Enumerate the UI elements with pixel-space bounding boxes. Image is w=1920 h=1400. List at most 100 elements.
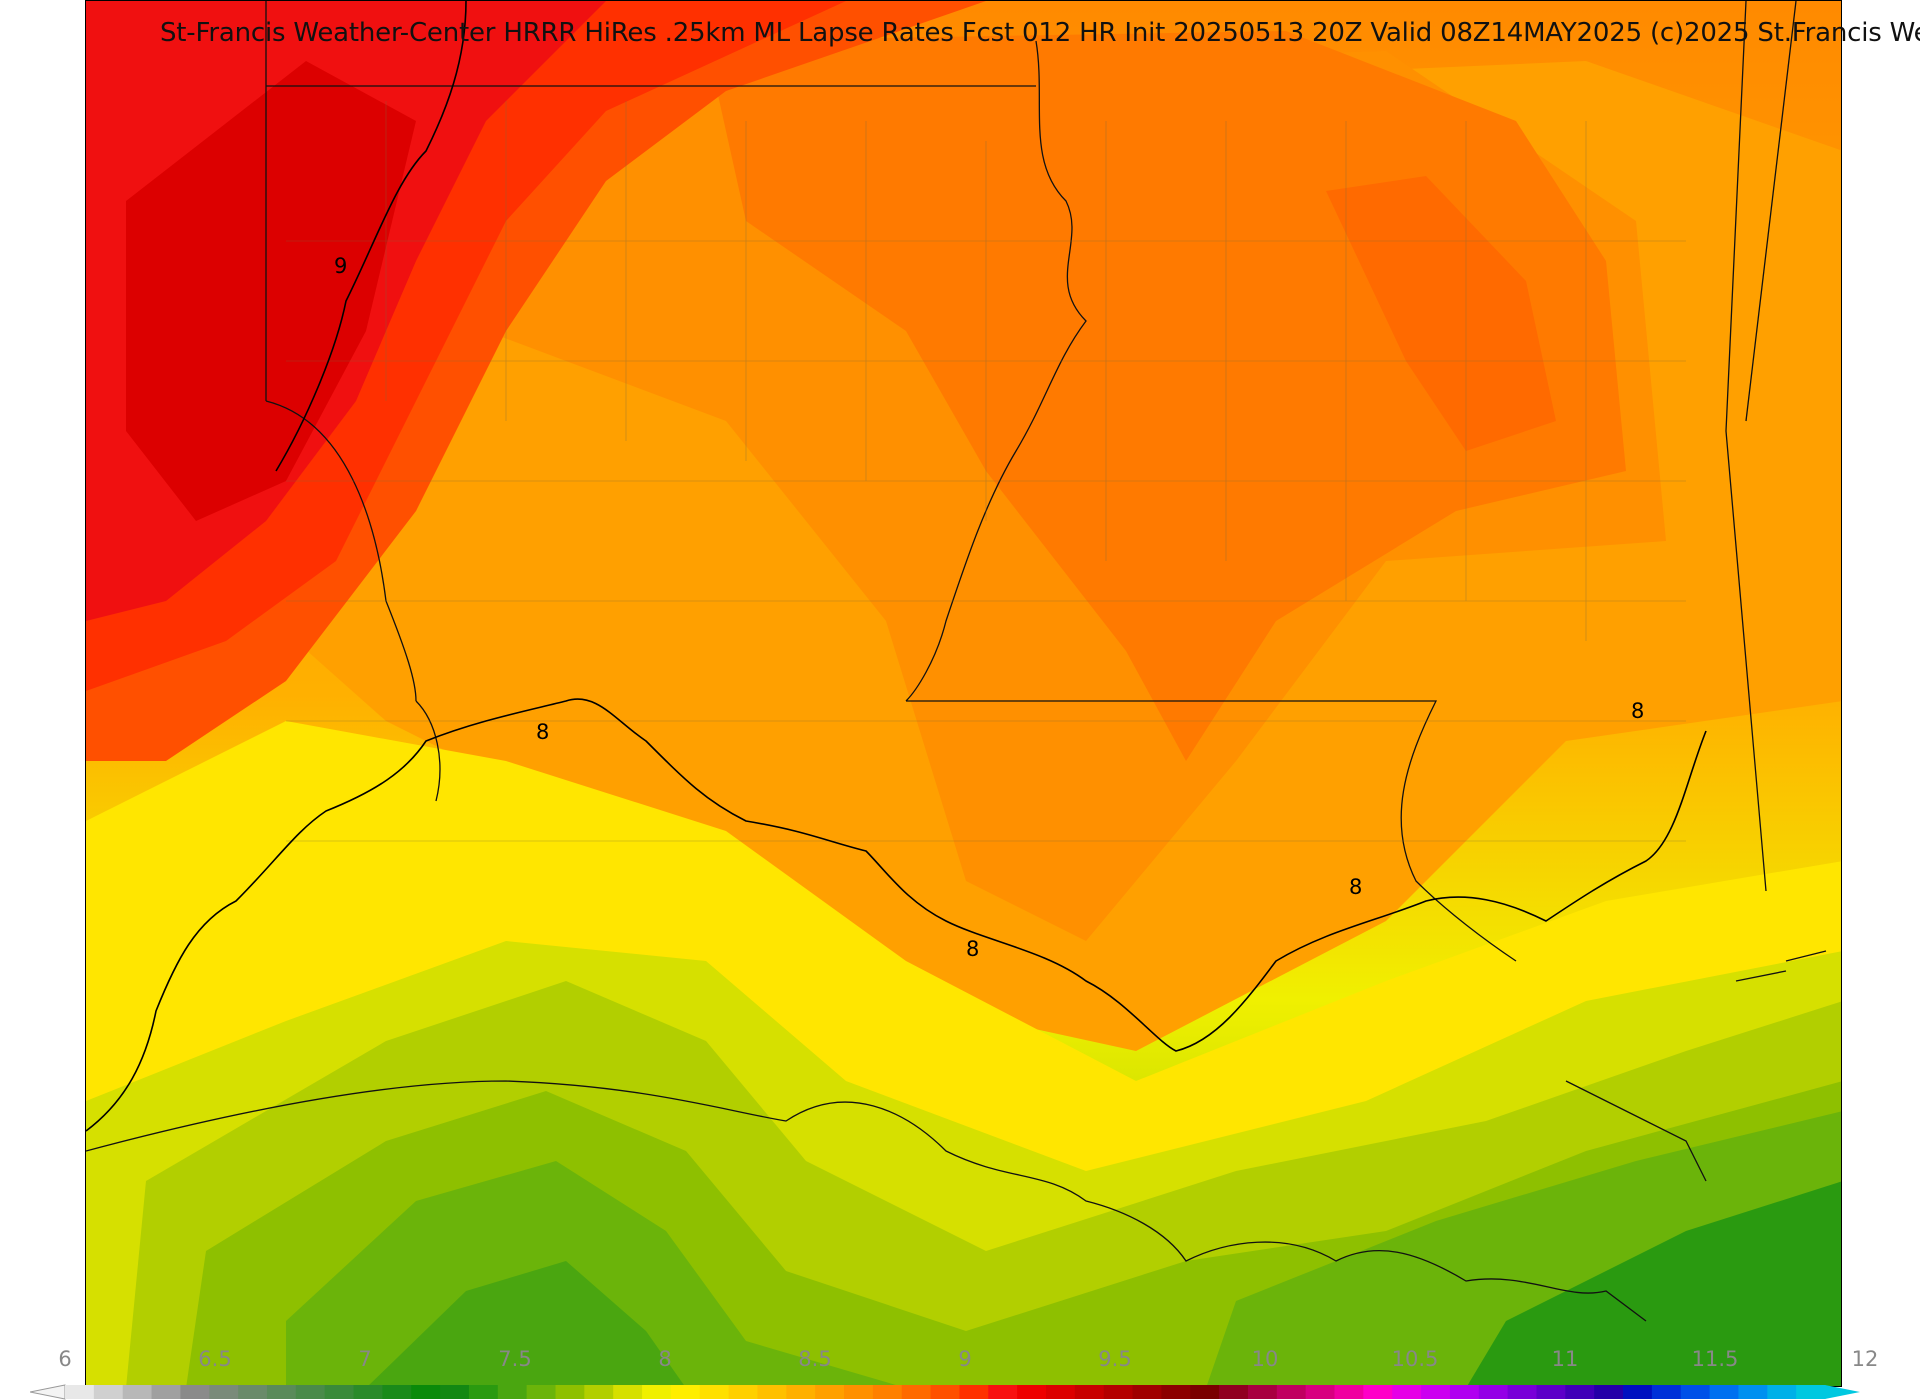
colorbar-swatch: [1045, 1385, 1076, 1399]
colorbar-swatch: [65, 1385, 95, 1399]
colorbar-swatch: [1709, 1385, 1739, 1399]
colorbar-swatch: [295, 1385, 326, 1399]
colorbar-swatch: [1392, 1385, 1422, 1399]
colorbar-tick-label: 8.5: [798, 1347, 832, 1371]
colorbar-tick-label: 6: [58, 1347, 72, 1371]
boundary-la-ms: [906, 700, 1517, 962]
colorbar-swatch: [613, 1385, 643, 1399]
shaded-field-layers: [86, 1, 1841, 1386]
colorbar-swatch: [786, 1385, 816, 1399]
colorbar-tick-label: 10.5: [1391, 1347, 1439, 1371]
colorbar-swatch: [1651, 1385, 1682, 1399]
contour-9-line: [275, 1, 467, 472]
contour-label-group: 9 8 8 8 8: [334, 254, 1644, 961]
colorbar-swatch: [1219, 1385, 1249, 1399]
colorbar-tick-label: 11.5: [1691, 1347, 1739, 1371]
county-grid-south: [286, 240, 1686, 842]
band-red-orange-east: [1326, 176, 1556, 451]
colorbar-swatch: [266, 1385, 297, 1399]
colorbar-swatch: [151, 1385, 181, 1399]
colorbar-swatch: [1305, 1385, 1336, 1399]
colorbar-swatch: [382, 1385, 412, 1399]
colorbar-swatch: [959, 1385, 989, 1399]
colorbar-max-arrow: [1825, 1385, 1860, 1399]
colorbar-tick-label: 12: [1851, 1347, 1879, 1371]
colorbar-swatch: [440, 1385, 470, 1399]
colorbar-swatch: [1478, 1385, 1509, 1399]
colorbar-swatch: [901, 1385, 932, 1399]
colorbar-swatch: [353, 1385, 383, 1399]
colorbar-swatch: [1247, 1385, 1278, 1399]
map-title: St-Francis Weather-Center HRRR HiRes .25…: [160, 18, 1920, 48]
colorbar-tick-label: 10: [1251, 1347, 1279, 1371]
colorbar-tick-label: 9.5: [1098, 1347, 1132, 1371]
colorbar-tick-label: 9: [958, 1347, 972, 1371]
colorbar-swatch: [844, 1385, 874, 1399]
county-lines: [286, 101, 1686, 842]
colorbar-swatch: [1623, 1385, 1653, 1399]
colorbar-swatch: [988, 1385, 1018, 1399]
colorbar-swatch: [1767, 1385, 1797, 1399]
colorbar-swatch: [1017, 1385, 1047, 1399]
colorbar-swatch: [497, 1385, 528, 1399]
colorbar-swatch: [1796, 1385, 1826, 1399]
contour-8-line: [86, 698, 1707, 1132]
colorbar-swatch: [122, 1385, 153, 1399]
boundary-ms-al: [1725, 1, 1767, 892]
colorbar-swatch: [1363, 1385, 1393, 1399]
colorbar-tick-label: 7.5: [498, 1347, 532, 1371]
boundary-mississippi-river: [905, 40, 1087, 702]
colorbar-swatch: [1680, 1385, 1711, 1399]
contour-label-8-central: 8: [966, 937, 979, 961]
colorbar-swatch: [1161, 1385, 1191, 1399]
boundary-red-river: [265, 400, 417, 702]
colorbar-swatch: [757, 1385, 787, 1399]
colorbar-swatch: [1449, 1385, 1480, 1399]
colorbar-swatch: [238, 1385, 268, 1399]
contour-lines: [86, 1, 1707, 1132]
colorbar-swatch: [1565, 1385, 1595, 1399]
colorbar-swatch: [1074, 1385, 1105, 1399]
band-dark-green-west: [368, 1261, 685, 1386]
state-boundaries: [86, 1, 1827, 1322]
colorbar-swatch: [468, 1385, 499, 1399]
contour-label-8-west: 8: [536, 720, 549, 744]
lapse-rate-map: 9 8 8 8 8: [86, 1, 1841, 1386]
colorbar-swatch: [872, 1385, 903, 1399]
colorbar-swatch: [728, 1385, 758, 1399]
colorbar-swatch: [93, 1385, 124, 1399]
colorbar-swatch: [670, 1385, 701, 1399]
colorbar-swatch: [1276, 1385, 1307, 1399]
colorbar-swatch: [1421, 1385, 1451, 1399]
colorbar-tick-label: 6.5: [198, 1347, 232, 1371]
colorbar-swatch: [1507, 1385, 1537, 1399]
colorbar-tick-label: 11: [1551, 1347, 1579, 1371]
boundary-gulf-islands: [1565, 950, 1827, 1182]
colorbar-swatch: [526, 1385, 556, 1399]
colorbar-swatch: [1536, 1385, 1566, 1399]
colorbar-swatch: [324, 1385, 355, 1399]
colorbar-swatch: [209, 1385, 239, 1399]
colorbar-tick-label: 7: [358, 1347, 372, 1371]
colorbar-swatch: [1103, 1385, 1134, 1399]
colorbar-swatch: [584, 1385, 614, 1399]
colorbar-swatch: [180, 1385, 210, 1399]
colorbar-swatch: [642, 1385, 672, 1399]
colorbar-min-arrow: [30, 1384, 66, 1400]
contour-label-9: 9: [334, 254, 347, 278]
colorbar-tick-label: 8: [658, 1347, 672, 1371]
colorbar-swatch: [411, 1385, 441, 1399]
band-deepest-red: [126, 61, 416, 521]
map-frame: 9 8 8 8 8: [85, 0, 1842, 1387]
contour-label-8-east: 8: [1349, 875, 1362, 899]
colorbar-swatch: [1190, 1385, 1220, 1399]
contour-label-8-far-east: 8: [1631, 699, 1644, 723]
colorbar: [30, 1384, 1860, 1400]
boundary-outer-east: [1745, 1, 1797, 422]
boundary-ar-la: [415, 700, 441, 802]
colorbar-swatch: [930, 1385, 960, 1399]
band-dark-green-east: [1467, 1181, 1841, 1386]
colorbar-swatch: [1334, 1385, 1364, 1399]
colorbar-swatch: [699, 1385, 730, 1399]
boundary-gulf-coast: [86, 1080, 1647, 1322]
